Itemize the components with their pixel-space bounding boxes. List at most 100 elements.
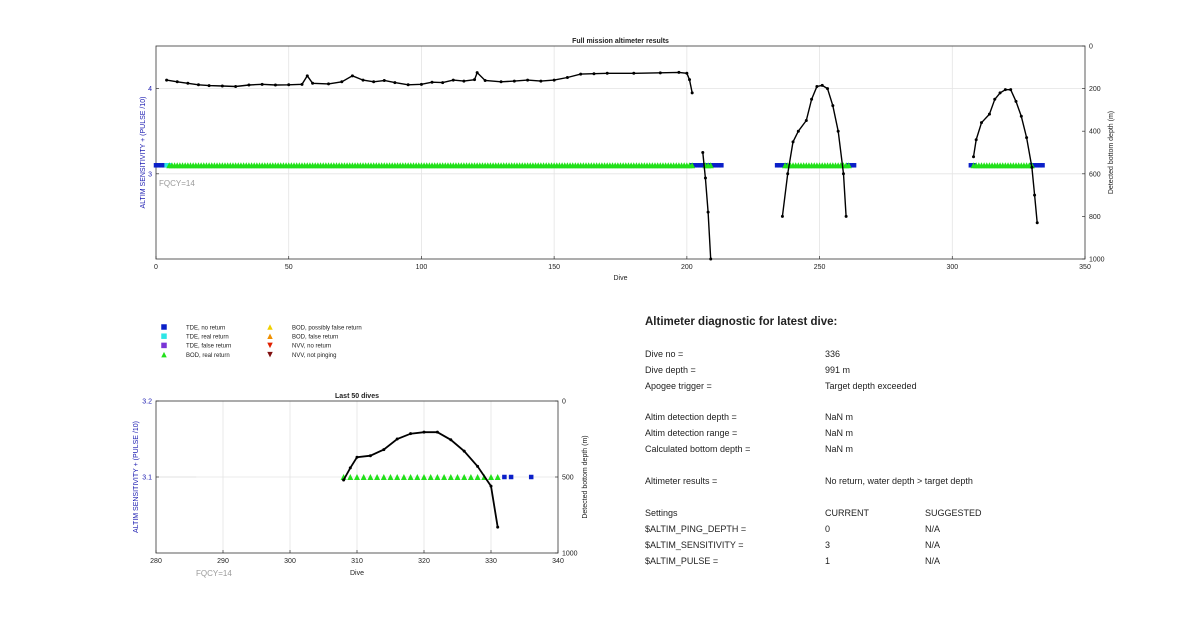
bottom-depth-point xyxy=(804,119,808,123)
setting-current: 3 xyxy=(825,540,831,550)
tde-marker xyxy=(700,163,706,168)
bottom-depth-point xyxy=(972,155,976,159)
bottom-depth-line xyxy=(781,84,847,217)
bod-marker xyxy=(367,474,374,480)
legend-marker xyxy=(161,333,167,339)
bottom-depth-point xyxy=(311,81,315,85)
bottom-depth-point xyxy=(382,448,386,452)
tde-marker xyxy=(508,474,514,480)
bottom-depth-point xyxy=(993,97,997,101)
diag-label: Altim detection depth = xyxy=(645,412,737,422)
x-tick-label: 50 xyxy=(285,264,293,271)
bottom-depth-point xyxy=(340,80,344,84)
bottom-depth-point xyxy=(165,78,169,82)
bottom-depth-point xyxy=(1035,221,1039,225)
last-50-dives-chart: 280 290 300 310 320 330 340 3.1 3.2 0 500 1000 Last … xyxy=(133,393,589,578)
tde-marker xyxy=(719,163,724,168)
bottom-depth-point xyxy=(441,81,445,85)
bottom-depth-point xyxy=(1030,165,1034,169)
x-tick-label: 280 xyxy=(150,558,162,565)
bod-marker xyxy=(461,474,468,480)
bottom-depth-point xyxy=(348,466,352,470)
bottom-depth-point xyxy=(287,83,291,87)
diag-label: Altimeter results = xyxy=(645,476,718,486)
y-axis-label: ALTIM SENSITIVITY + (PULSE /10) xyxy=(133,421,140,533)
x-tick-label: 340 xyxy=(552,558,564,565)
bottom-depth-point xyxy=(473,78,477,82)
tde-marker xyxy=(1034,163,1040,168)
bottom-depth-point xyxy=(1003,88,1007,92)
bottom-depth-point xyxy=(430,80,434,84)
bottom-depth-point xyxy=(706,210,710,214)
bottom-depth-point xyxy=(796,129,800,133)
diag-value: Target depth exceeded xyxy=(825,381,917,391)
tde-marker xyxy=(528,474,534,480)
bottom-depth-point xyxy=(350,74,354,78)
setting-suggested: N/A xyxy=(925,540,941,550)
legend-marker xyxy=(161,342,167,349)
bottom-depth-point xyxy=(496,525,500,529)
legend-marker xyxy=(267,351,273,358)
y2-tick-label: 0 xyxy=(562,399,566,406)
bottom-depth-point xyxy=(409,432,413,436)
legend-label: NVV, no return xyxy=(292,344,331,350)
bottom-depth-point xyxy=(677,70,681,74)
bottom-depth-point xyxy=(234,84,238,88)
bottom-depth-point xyxy=(462,449,466,453)
bottom-depth-point xyxy=(632,71,636,75)
bottom-depth-point xyxy=(526,78,530,82)
bottom-depth-point xyxy=(703,176,707,180)
bod-marker xyxy=(427,474,434,480)
bottom-depth-point xyxy=(449,438,453,442)
bod-marker xyxy=(421,474,427,480)
bod-marker xyxy=(407,474,414,480)
bottom-depth-point xyxy=(1025,136,1029,140)
bottom-depth-point xyxy=(475,71,479,75)
setting-suggested: N/A xyxy=(925,556,941,566)
bottom-depth-line xyxy=(342,431,499,528)
tde-marker xyxy=(1037,163,1043,168)
fqcy-annotation: FQCY=14 xyxy=(159,179,195,188)
y-tick-label: 3.2 xyxy=(142,399,152,406)
tde-marker xyxy=(153,163,159,168)
tde-marker xyxy=(164,163,169,168)
setting-label: $ALTIM_PULSE = xyxy=(645,556,719,566)
bottom-depth-point xyxy=(709,257,713,261)
bottom-depth-point xyxy=(406,83,410,87)
bottom-depth-point xyxy=(499,80,503,84)
bod-marker xyxy=(360,474,367,480)
y2-axis-label: Detected bottom depth (m) xyxy=(582,435,589,518)
bottom-depth-point xyxy=(815,84,819,88)
legend-label: NVV, not pinging xyxy=(292,353,336,359)
diag-value: NaN m xyxy=(825,444,854,454)
x-tick-label: 250 xyxy=(814,264,826,271)
tde-marker xyxy=(1040,163,1045,168)
bottom-depth-point xyxy=(836,129,840,133)
bottom-depth-point xyxy=(382,79,386,83)
bottom-depth-point xyxy=(979,121,983,125)
diag-value: No return, water depth > target depth xyxy=(825,476,973,486)
legend-marker xyxy=(161,351,167,358)
y2-tick-label: 0 xyxy=(1089,44,1093,51)
diag-value: 336 xyxy=(825,349,841,359)
tde-marker xyxy=(777,163,783,168)
diag-value: 991 m xyxy=(825,365,851,375)
setting-label: $ALTIM_SENSITIVITY = xyxy=(645,540,744,550)
bottom-depth-point xyxy=(1033,193,1037,197)
bottom-depth-point xyxy=(305,74,309,78)
chart-title: Last 50 dives xyxy=(335,393,379,400)
bottom-depth-point xyxy=(220,84,224,88)
y-tick-label: 3 xyxy=(148,171,152,178)
bottom-depth-point xyxy=(327,82,331,86)
diagnostic-title: Altimeter diagnostic for latest dive: xyxy=(645,316,838,328)
diag-value: NaN m xyxy=(825,412,854,422)
y-axis-label: ALTIM SENSITIVITY + (PULSE /10) xyxy=(140,97,147,209)
bottom-depth-point xyxy=(987,112,991,116)
bottom-depth-point xyxy=(605,71,609,75)
diag-label: Dive depth = xyxy=(645,365,696,375)
bottom-depth-point xyxy=(658,71,662,75)
bod-marker xyxy=(400,474,407,480)
bottom-depth-point xyxy=(998,91,1002,95)
bod-marker xyxy=(441,474,448,480)
